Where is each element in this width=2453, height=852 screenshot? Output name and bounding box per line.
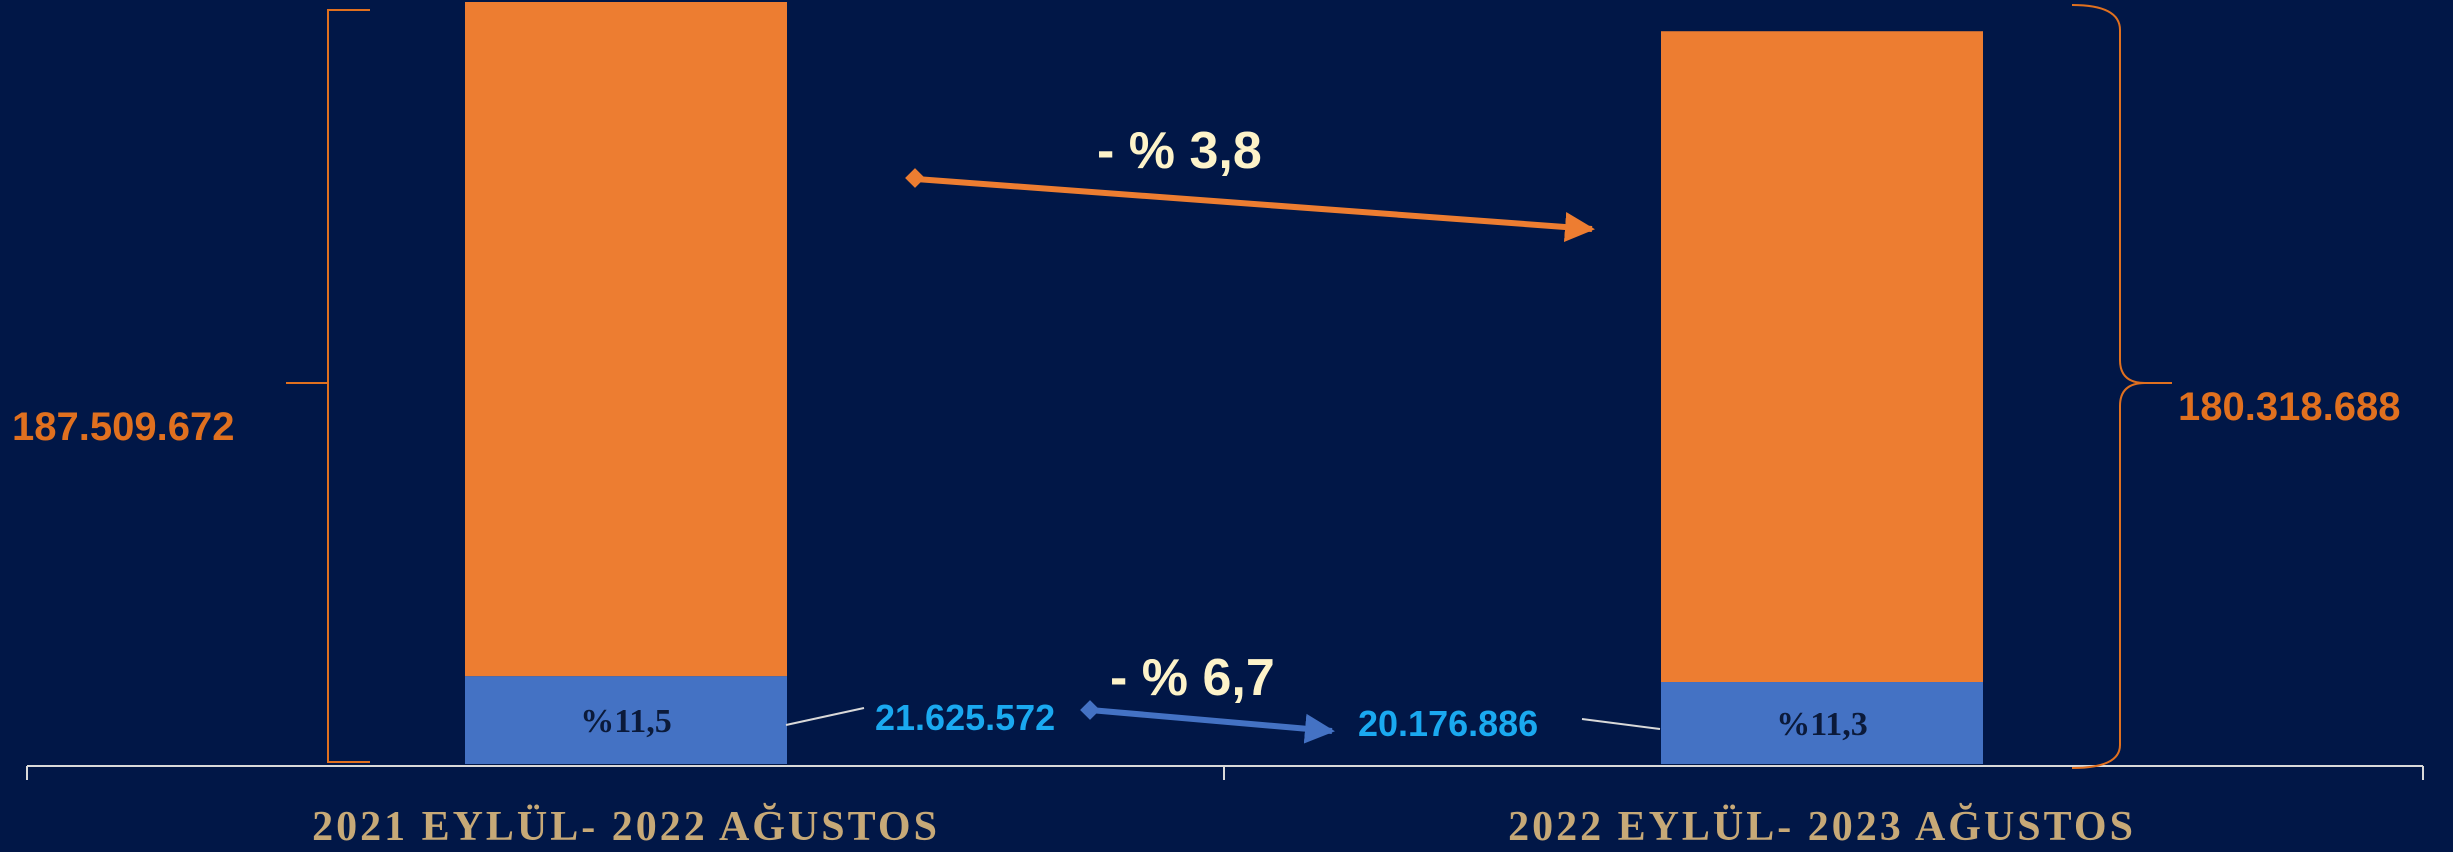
bar-segment-upper bbox=[1661, 31, 1983, 682]
segment-share-label: %11,5 bbox=[580, 703, 672, 740]
segment-value-label-right: 20.176.886 bbox=[1358, 703, 1538, 744]
segment-share-label: %11,3 bbox=[1776, 706, 1868, 743]
total-bracket-right bbox=[2072, 5, 2172, 768]
segment-leader-line bbox=[1582, 719, 1660, 729]
total-change-label: - % 3,8 bbox=[1097, 122, 1262, 180]
category-label-left: 2021 EYLÜL- 2022 AĞUSTOS bbox=[312, 803, 940, 850]
total-label-left: 187.509.672 bbox=[12, 405, 234, 449]
total-bracket-left bbox=[286, 10, 370, 762]
segment-value-label-left: 21.625.572 bbox=[875, 697, 1055, 738]
total-label-right: 180.318.688 bbox=[2178, 385, 2400, 429]
category-label-right: 2022 EYLÜL- 2023 AĞUSTOS bbox=[1508, 803, 2136, 850]
segment-leader-line bbox=[786, 708, 864, 725]
segment-change-label: - % 6,7 bbox=[1110, 649, 1275, 707]
bar-segment-upper bbox=[465, 2, 787, 676]
